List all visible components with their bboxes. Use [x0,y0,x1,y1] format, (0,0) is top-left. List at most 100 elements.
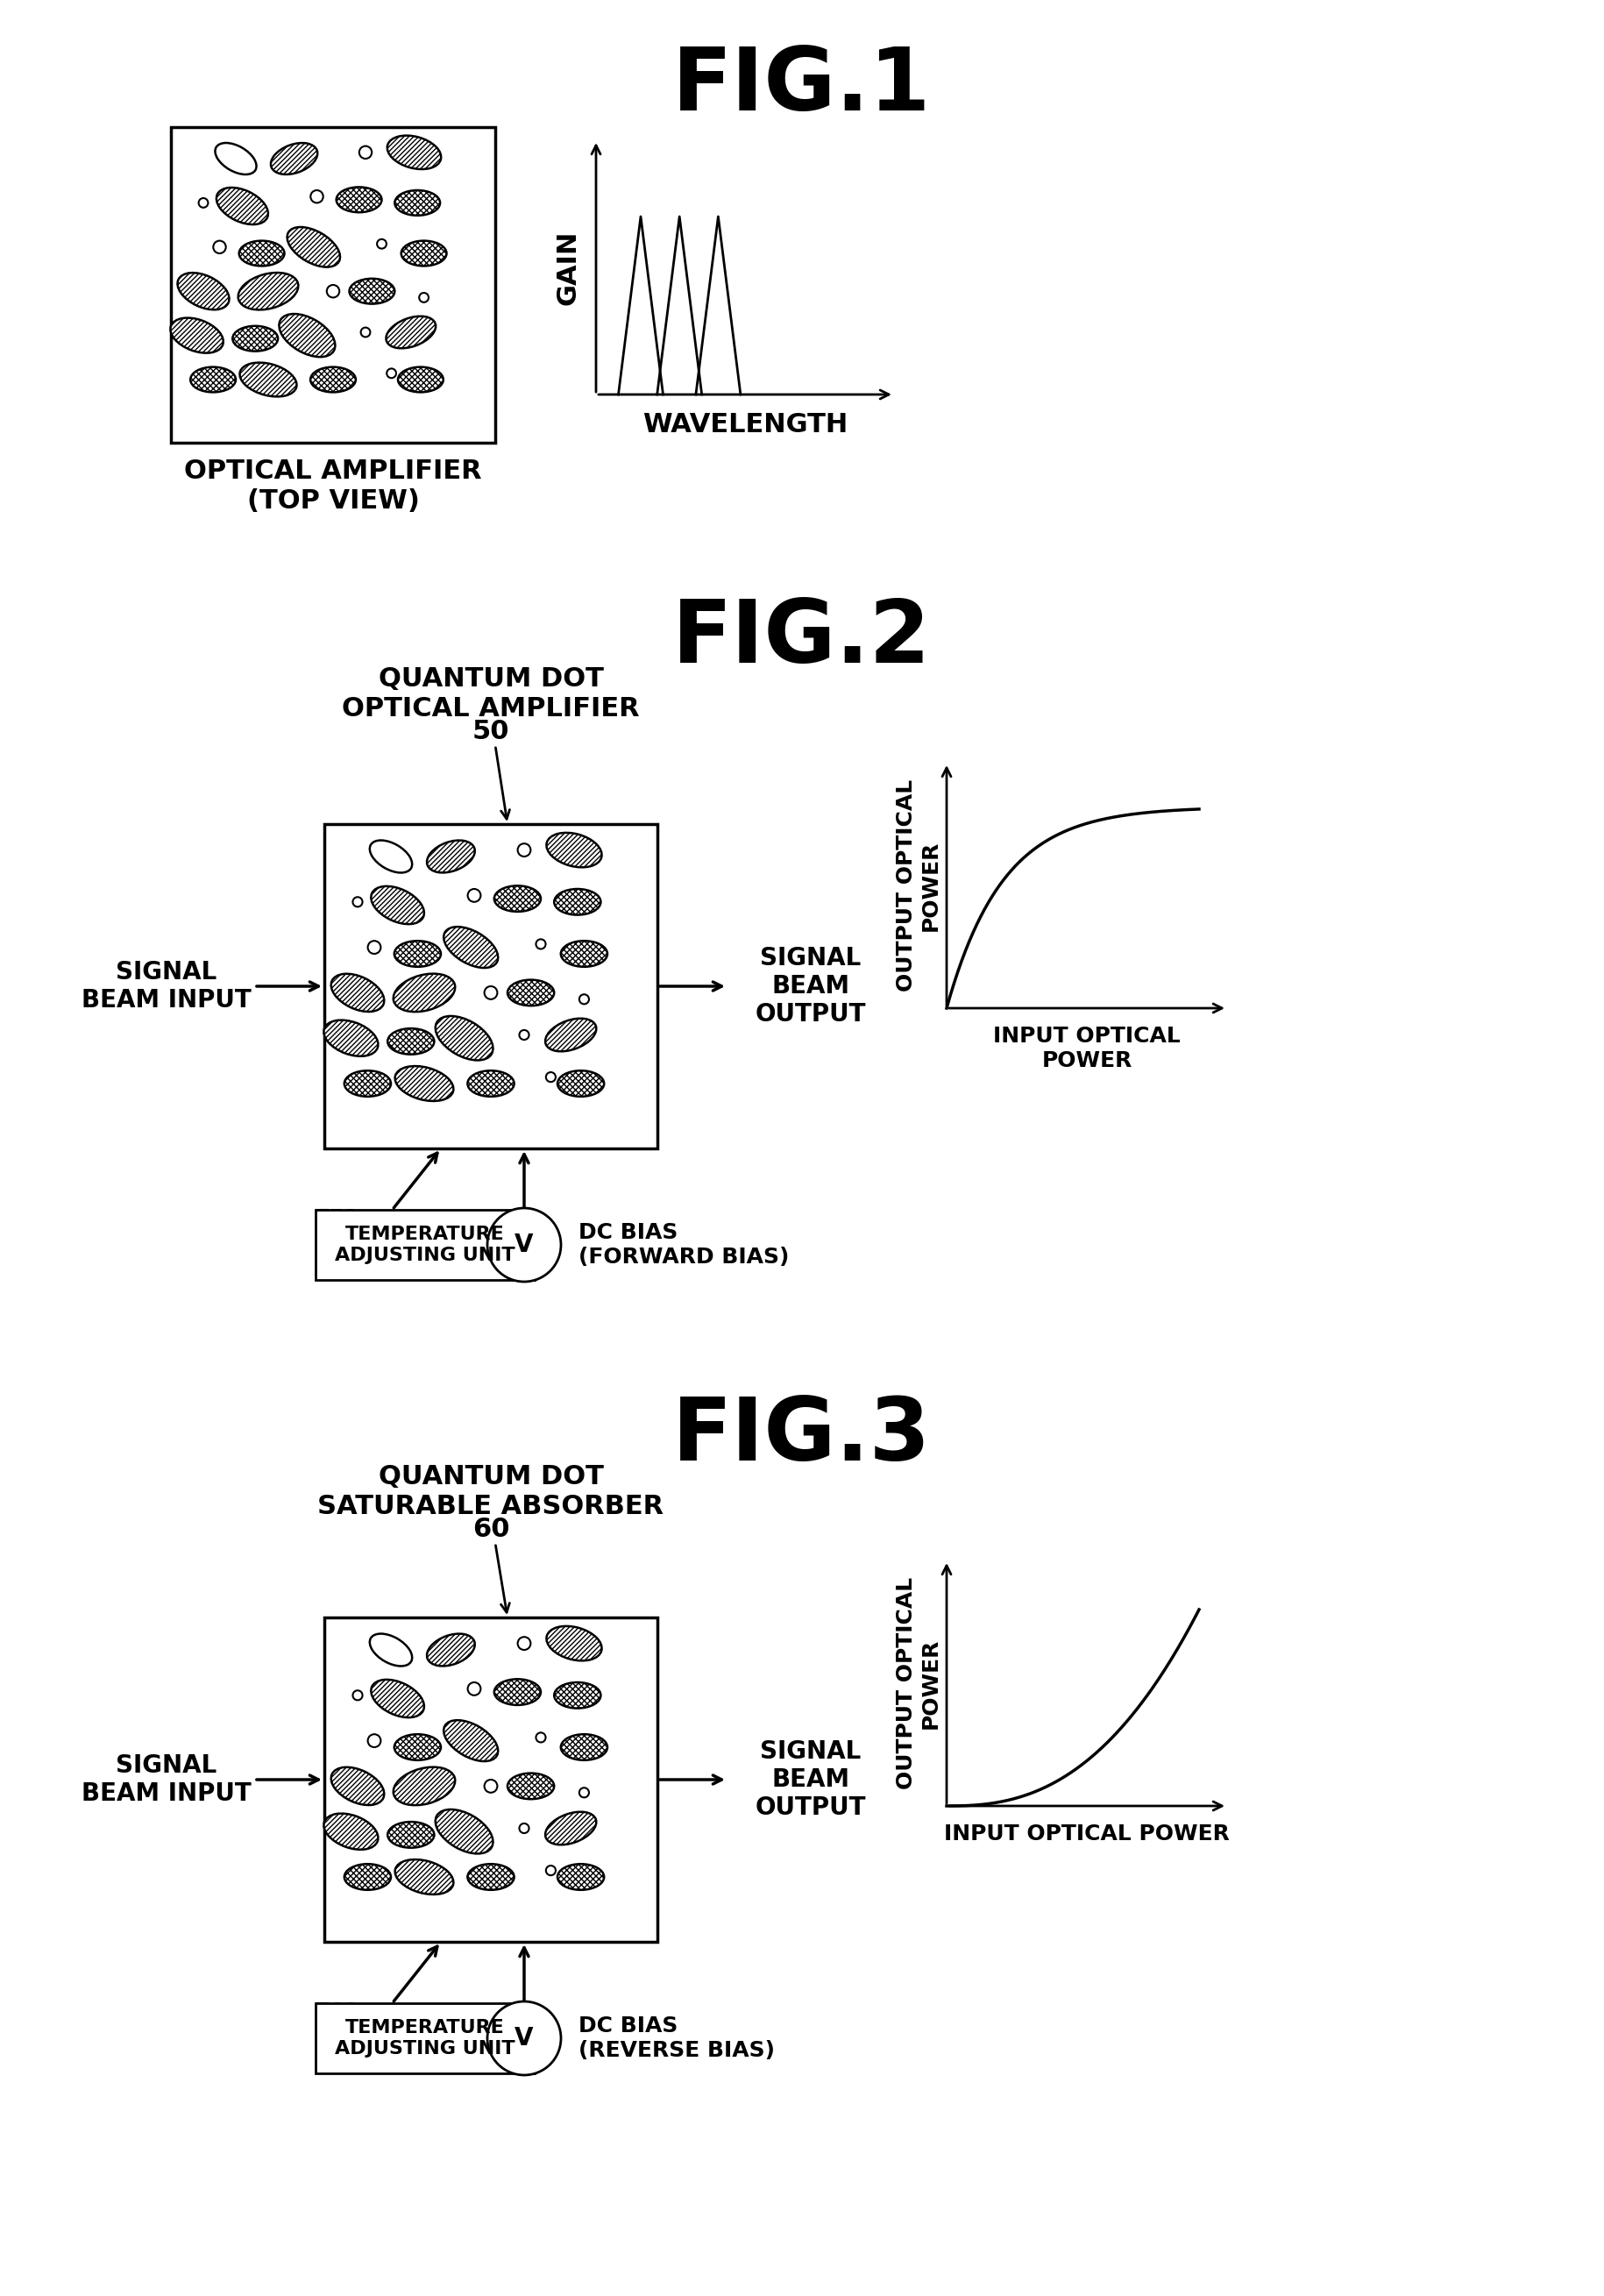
Circle shape [213,241,226,253]
Circle shape [536,939,545,948]
Ellipse shape [558,1864,605,1890]
Circle shape [377,239,387,248]
Ellipse shape [215,142,257,174]
Ellipse shape [393,974,456,1013]
Circle shape [353,898,363,907]
Ellipse shape [444,928,499,969]
Circle shape [545,1867,555,1876]
Ellipse shape [545,1019,597,1052]
Circle shape [199,197,209,207]
Circle shape [359,147,372,158]
Ellipse shape [547,1626,602,1660]
Text: SIGNAL
BEAM INPUT: SIGNAL BEAM INPUT [82,1754,252,1807]
Circle shape [579,1789,589,1798]
Ellipse shape [444,1720,499,1761]
Ellipse shape [239,363,297,397]
Bar [172,126,496,443]
Text: WAVELENGTH: WAVELENGTH [642,411,847,439]
Text: V: V [515,1233,534,1258]
Ellipse shape [345,1864,391,1890]
Bar [324,1616,658,1942]
Text: OUTPUT OPTICAL
POWER: OUTPUT OPTICAL POWER [897,778,942,992]
Text: V: V [515,2025,534,2050]
Circle shape [536,1733,545,1743]
Text: QUANTUM DOT
OPTICAL AMPLIFIER: QUANTUM DOT OPTICAL AMPLIFIER [342,666,640,721]
Circle shape [367,1733,380,1747]
Ellipse shape [388,1821,435,1848]
Ellipse shape [398,367,443,393]
Ellipse shape [395,1860,454,1894]
Ellipse shape [217,188,268,225]
Ellipse shape [507,1773,553,1800]
Ellipse shape [178,273,229,310]
Ellipse shape [387,317,436,349]
Text: GAIN: GAIN [555,230,581,305]
Ellipse shape [271,142,318,174]
Ellipse shape [337,186,382,211]
Text: OPTICAL AMPLIFIER
(TOP VIEW): OPTICAL AMPLIFIER (TOP VIEW) [184,459,481,514]
Text: 60: 60 [472,1518,510,1543]
Ellipse shape [371,886,423,923]
Ellipse shape [330,1768,385,1805]
Ellipse shape [287,227,340,266]
Ellipse shape [561,1733,608,1761]
Circle shape [311,191,322,202]
Text: OUTPUT OPTICAL
POWER: OUTPUT OPTICAL POWER [897,1577,942,1789]
Text: DC BIAS
(FORWARD BIAS): DC BIAS (FORWARD BIAS) [579,1221,789,1267]
Circle shape [327,285,340,298]
Text: SIGNAL
BEAM INPUT: SIGNAL BEAM INPUT [82,960,252,1013]
Text: FIG.3: FIG.3 [672,1394,932,1479]
Ellipse shape [233,326,277,351]
Circle shape [468,1683,481,1694]
Text: TEMPERATURE
ADJUSTING UNIT: TEMPERATURE ADJUSTING UNIT [335,2018,515,2057]
Ellipse shape [435,1809,492,1853]
Ellipse shape [369,1635,412,1667]
Ellipse shape [401,241,446,266]
Text: TEMPERATURE
ADJUSTING UNIT: TEMPERATURE ADJUSTING UNIT [335,1226,515,1263]
Ellipse shape [388,1029,435,1054]
Ellipse shape [427,1635,475,1667]
Text: SIGNAL
BEAM
OUTPUT: SIGNAL BEAM OUTPUT [755,1738,866,1821]
Circle shape [520,1823,529,1832]
Bar [324,824,658,1148]
Ellipse shape [558,1070,605,1097]
Ellipse shape [467,1864,515,1890]
Circle shape [579,994,589,1003]
Ellipse shape [330,974,385,1013]
Ellipse shape [435,1017,492,1061]
Circle shape [518,843,531,856]
Circle shape [387,370,396,379]
Text: FIG.1: FIG.1 [672,44,932,129]
Text: 51: 51 [327,1208,358,1228]
Ellipse shape [170,317,223,354]
Ellipse shape [395,1733,441,1761]
Ellipse shape [467,1070,515,1097]
Ellipse shape [369,840,412,872]
Ellipse shape [395,941,441,967]
Circle shape [484,987,497,999]
Ellipse shape [350,278,395,303]
Circle shape [361,328,371,338]
Circle shape [488,2002,561,2076]
Ellipse shape [494,886,541,912]
Circle shape [367,941,380,953]
Bar [316,2002,534,2073]
Circle shape [353,1690,363,1699]
Text: QUANTUM DOT
SATURABLE ABSORBER: QUANTUM DOT SATURABLE ABSORBER [318,1465,664,1520]
Circle shape [468,889,481,902]
Text: INPUT OPTICAL
POWER: INPUT OPTICAL POWER [993,1026,1181,1072]
Ellipse shape [279,315,335,356]
Ellipse shape [393,1768,456,1805]
Ellipse shape [553,889,602,914]
Ellipse shape [191,367,236,393]
Bar [316,1210,534,1279]
Ellipse shape [547,833,602,868]
Ellipse shape [371,1681,423,1717]
Ellipse shape [494,1678,541,1706]
Ellipse shape [310,367,356,393]
Text: INPUT OPTICAL POWER: INPUT OPTICAL POWER [945,1823,1230,1844]
Circle shape [484,1779,497,1793]
Ellipse shape [237,273,298,310]
Text: DC BIAS
(REVERSE BIAS): DC BIAS (REVERSE BIAS) [579,2016,775,2062]
Ellipse shape [387,135,441,170]
